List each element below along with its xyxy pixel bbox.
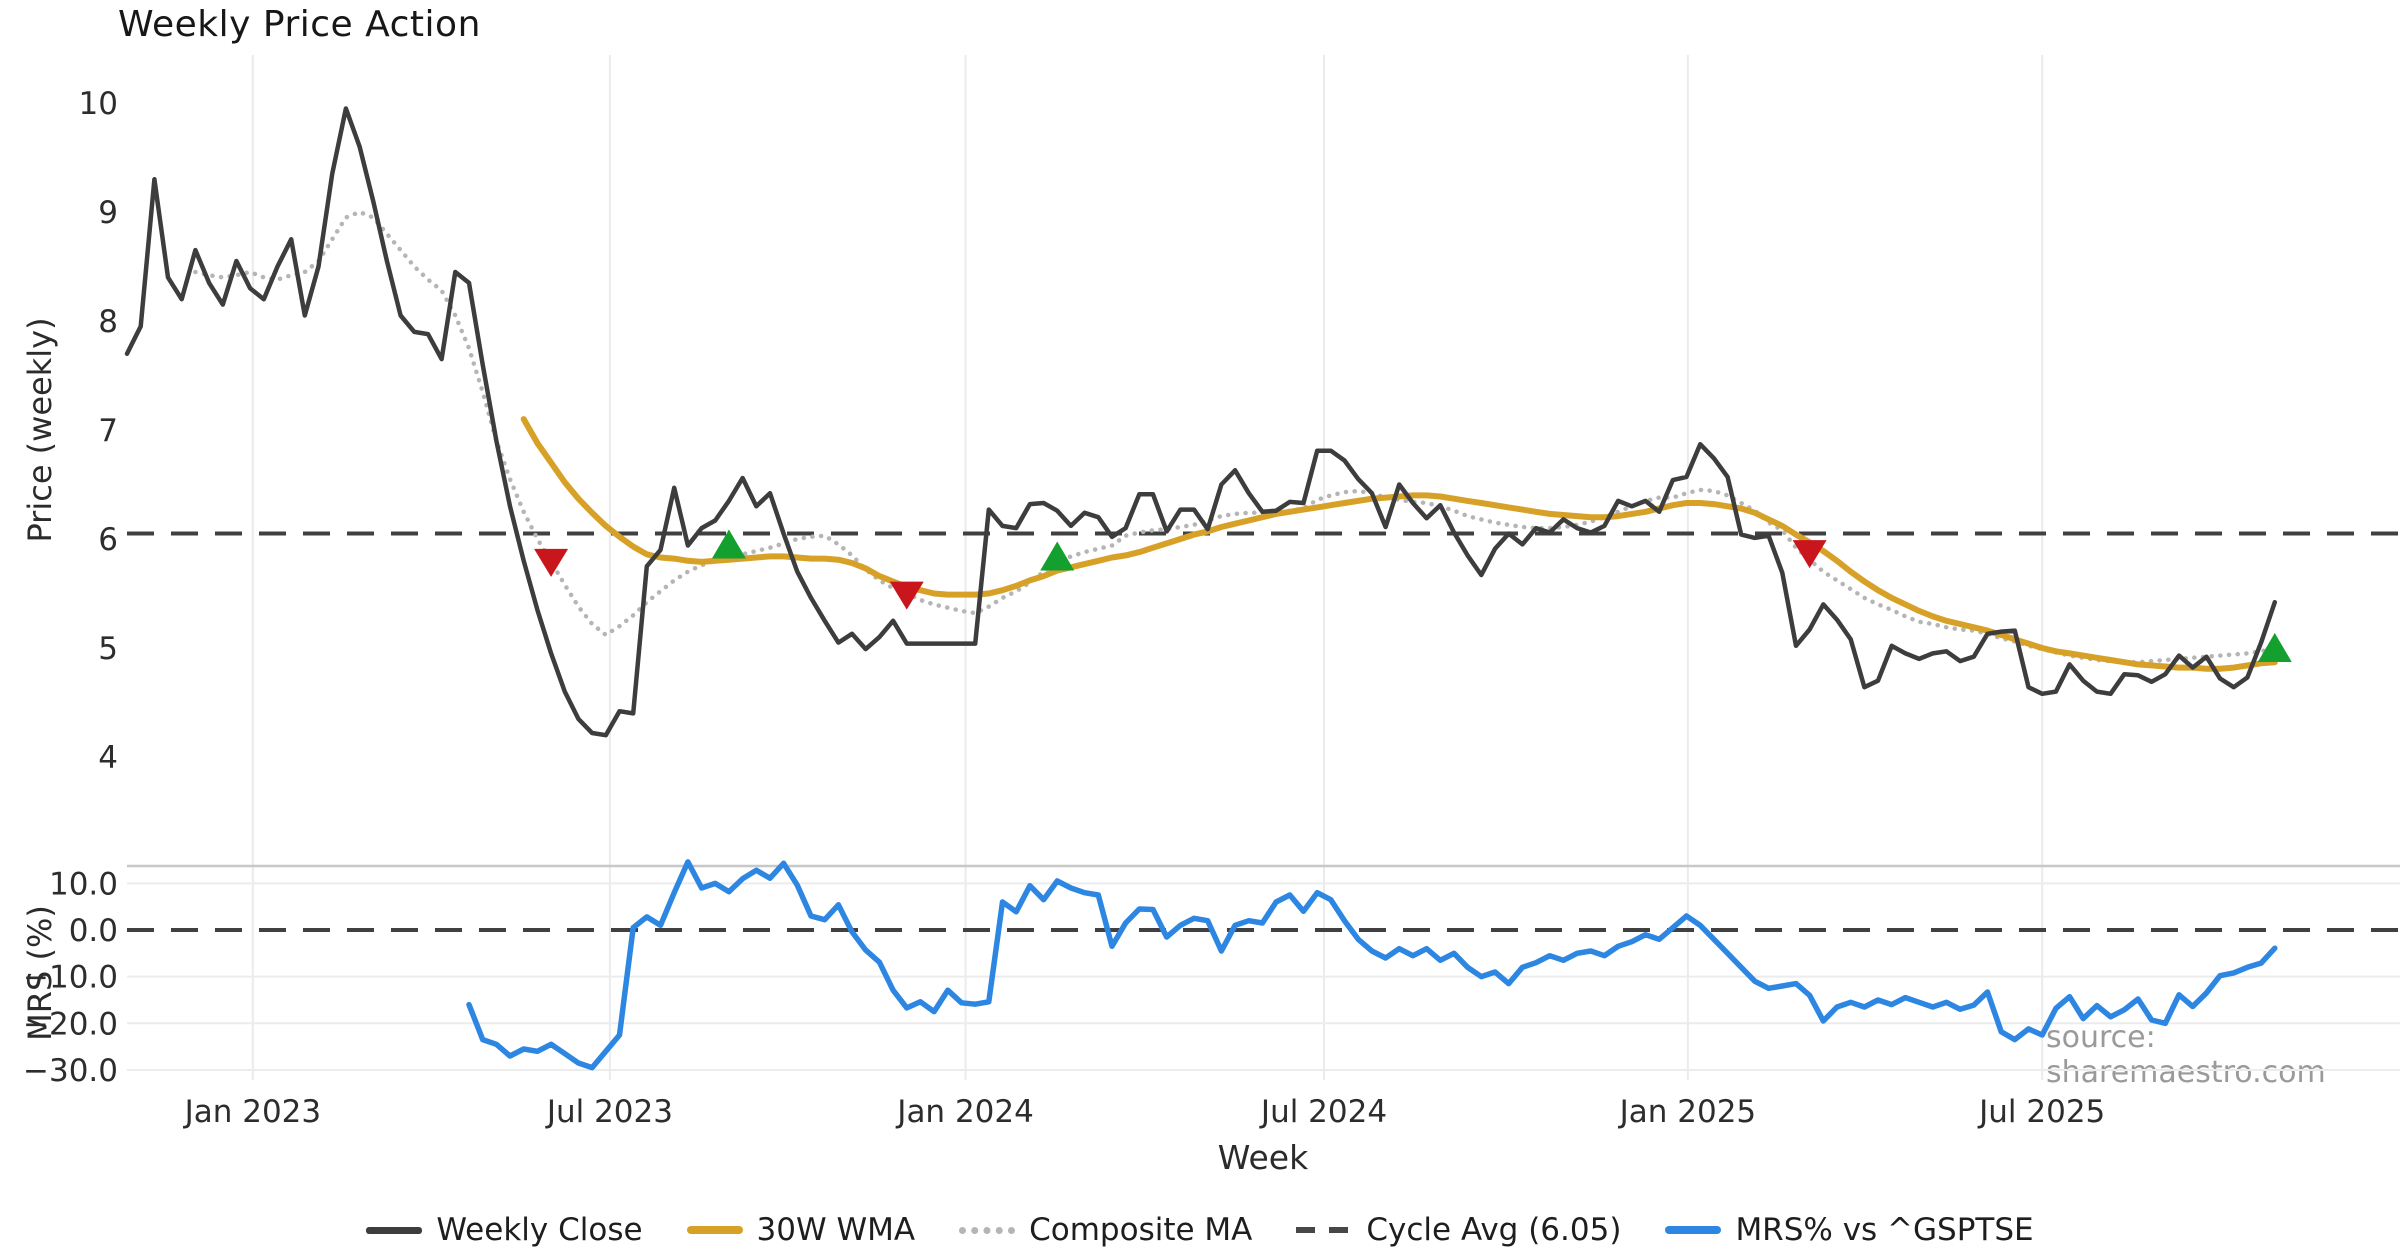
cycle-avg-swatch-icon xyxy=(1296,1227,1353,1233)
sell-signal-marker xyxy=(889,581,924,610)
price-tick-label: 10 xyxy=(79,86,118,122)
legend-label: 30W WMA xyxy=(756,1212,916,1248)
weekly-close-swatch-icon xyxy=(366,1226,423,1234)
x-tick-label: Jul 2025 xyxy=(1977,1094,2105,1130)
legend-item-30w-wma: 30W WMA xyxy=(686,1212,916,1248)
mrs-tick-label: −30.0 xyxy=(23,1053,118,1089)
price-tick-label: 6 xyxy=(98,522,118,558)
sell-signal-marker xyxy=(1792,540,1827,569)
x-tick-label: Jul 2024 xyxy=(1259,1094,1387,1130)
series-weekly-close xyxy=(124,106,2278,738)
mrs-swatch-icon xyxy=(1665,1226,1722,1234)
legend: Weekly Close 30W WMA Composite MA Cycle … xyxy=(0,1212,2400,1248)
legend-label: Cycle Avg (6.05) xyxy=(1366,1212,1622,1248)
legend-item-composite-ma: Composite MA xyxy=(959,1212,1252,1248)
x-tick-label: Jan 2023 xyxy=(183,1094,322,1130)
legend-label: Composite MA xyxy=(1029,1212,1253,1248)
mrs-tick-label: 0.0 xyxy=(69,913,118,949)
legend-label: Weekly Close xyxy=(436,1212,643,1248)
legend-item-cycle-avg: Cycle Avg (6.05) xyxy=(1296,1212,1621,1248)
price-tick-label: 9 xyxy=(98,195,118,231)
price-tick-label: 4 xyxy=(98,740,118,776)
mrs-tick-label: 10.0 xyxy=(49,866,118,902)
series-mrs-vs-gsptse xyxy=(466,859,2278,1071)
chart-title: Weekly Price Action xyxy=(118,4,481,45)
price-tick-label: 5 xyxy=(98,631,118,667)
mrs-tick-label: −20.0 xyxy=(23,1006,118,1042)
legend-label: MRS% vs ^GSPTSE xyxy=(1735,1212,2034,1248)
buy-signal-marker xyxy=(711,529,746,559)
sell-signal-marker xyxy=(534,548,569,577)
buy-signal-marker xyxy=(1040,541,1075,571)
x-tick-label: Jan 2025 xyxy=(1618,1094,1757,1130)
series-30w-wma xyxy=(520,416,2278,672)
x-axis-label: Week xyxy=(1217,1138,1309,1177)
legend-item-weekly-close: Weekly Close xyxy=(366,1212,643,1248)
source-watermark: source: sharemaestro.com xyxy=(2046,1020,2326,1090)
series-composite-ma xyxy=(193,209,2278,665)
buy-signal-marker xyxy=(2257,633,2292,662)
legend-item-mrs: MRS% vs ^GSPTSE xyxy=(1665,1212,2034,1248)
price-tick-label: 8 xyxy=(98,304,118,340)
wma-swatch-icon xyxy=(686,1226,743,1234)
composite-ma-swatch-icon xyxy=(959,1226,1016,1234)
x-tick-label: Jul 2023 xyxy=(545,1094,673,1130)
price-tick-label: 7 xyxy=(98,413,118,449)
x-tick-label: Jan 2024 xyxy=(895,1094,1034,1130)
mrs-tick-label: −10.0 xyxy=(23,960,118,996)
